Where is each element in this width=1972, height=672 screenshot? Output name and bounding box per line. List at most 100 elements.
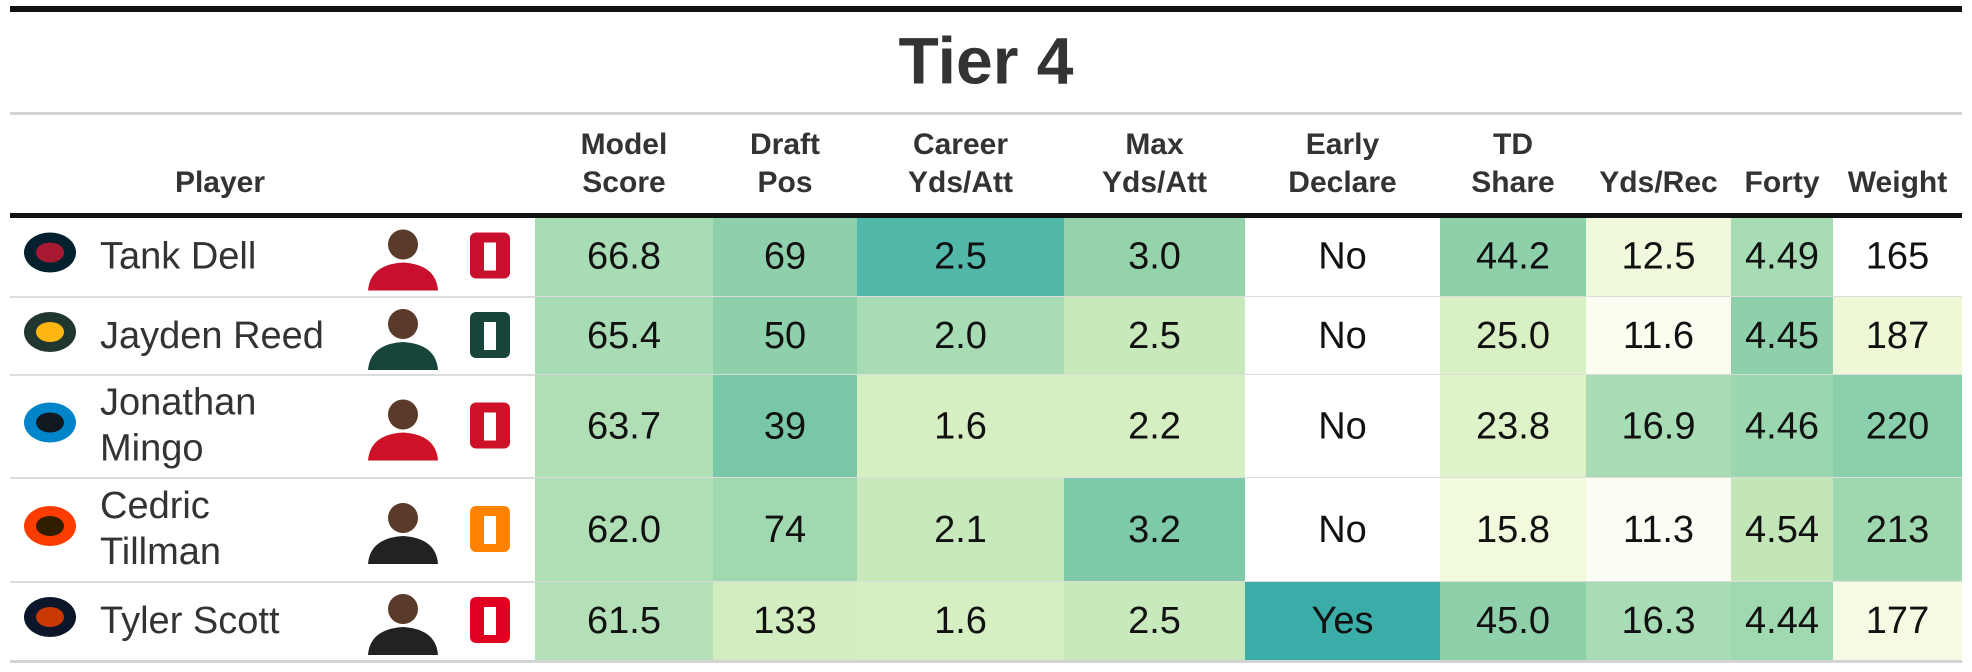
cell-bg	[1064, 582, 1245, 660]
cell-bg	[857, 297, 1064, 375]
team-logo-accent	[36, 412, 64, 433]
player-name: Tyler Scott	[100, 600, 280, 642]
player-name: Jonathan	[100, 382, 256, 424]
player-name: Tillman	[100, 531, 221, 573]
cell-value: 4.45	[1745, 315, 1819, 357]
cell-bg	[1440, 297, 1586, 375]
cell-bg	[1833, 478, 1962, 582]
cell-bg	[857, 582, 1064, 660]
cell-value: 23.8	[1476, 406, 1550, 448]
title: Tier 4	[899, 23, 1074, 97]
cell-value: 4.44	[1745, 600, 1819, 642]
cell-value: 25.0	[1476, 315, 1550, 357]
cell-bg	[713, 582, 857, 660]
cell-bg	[1064, 375, 1245, 478]
cell-bg	[1833, 297, 1962, 375]
cell-value: 66.8	[587, 236, 661, 278]
cell-bg	[1586, 478, 1731, 582]
cell-bg	[535, 375, 713, 478]
column-header: Player	[175, 166, 265, 199]
bottom-rule	[10, 660, 1962, 663]
column-header: Score	[582, 166, 665, 199]
cell-bg	[1731, 297, 1833, 375]
cell-bg	[1440, 582, 1586, 660]
top-rule	[10, 6, 1962, 12]
cell-value: 65.4	[587, 315, 661, 357]
player-name: Mingo	[100, 428, 204, 470]
cell-value: 2.5	[934, 236, 987, 278]
column-header: Early	[1306, 128, 1380, 161]
cell-bg	[1731, 582, 1833, 660]
column-header: Yds/Att	[1102, 166, 1207, 199]
headshot-body	[368, 536, 438, 564]
column-header: Max	[1125, 128, 1184, 161]
column-header: TD	[1493, 128, 1533, 161]
cell-value: 69	[764, 236, 806, 278]
cell-bg	[1245, 478, 1440, 582]
column-header: Weight	[1848, 166, 1947, 199]
player-name: Tank Dell	[100, 236, 256, 278]
cell-value: 3.0	[1128, 236, 1181, 278]
cell-bg	[713, 375, 857, 478]
cell-value: 2.0	[934, 315, 987, 357]
school-logo-mark	[484, 607, 496, 635]
cell-value: 133	[753, 600, 816, 642]
cell-bg	[535, 582, 713, 660]
cell-value: Yes	[1312, 600, 1374, 642]
cell-value: 16.9	[1622, 406, 1696, 448]
headshot-body	[368, 262, 438, 291]
cell-value: 44.2	[1476, 236, 1550, 278]
headshot-head	[388, 399, 418, 430]
cell-value: 3.2	[1128, 509, 1181, 551]
cell-value: 12.5	[1622, 236, 1696, 278]
school-logo-mark	[484, 412, 496, 441]
cell-bg	[1586, 375, 1731, 478]
cell-value: 220	[1866, 406, 1929, 448]
cell-bg	[535, 478, 713, 582]
cell-value: 61.5	[587, 600, 661, 642]
cell-value: 165	[1866, 236, 1929, 278]
school-logo-mark	[484, 242, 496, 271]
cell-value: 213	[1866, 509, 1929, 551]
headshot-head	[388, 229, 418, 260]
cell-bg	[1245, 582, 1440, 660]
headshot-head	[388, 594, 418, 624]
cell-bg	[857, 478, 1064, 582]
cell-bg	[1833, 375, 1962, 478]
cell-bg	[1833, 582, 1962, 660]
cell-value: No	[1318, 406, 1367, 448]
headshot-body	[368, 432, 438, 461]
cell-value: 62.0	[587, 509, 661, 551]
team-logo-accent	[36, 607, 64, 627]
cell-value: 2.1	[934, 509, 987, 551]
cell-value: 177	[1866, 600, 1929, 642]
cell-bg	[1731, 216, 1833, 297]
column-header: Yds/Rec	[1599, 166, 1717, 199]
cell-value: 50	[764, 315, 806, 357]
header-bottom-rule	[10, 213, 1962, 218]
cell-bg	[1586, 297, 1731, 375]
cell-bg	[713, 297, 857, 375]
cell-bg	[1064, 478, 1245, 582]
team-logo-accent	[36, 516, 64, 536]
cell-bg	[1586, 582, 1731, 660]
column-header: Career	[913, 128, 1008, 161]
cell-value: 2.5	[1128, 315, 1181, 357]
headshot-head	[388, 503, 418, 533]
cell-bg	[1833, 216, 1962, 297]
team-logo-accent	[36, 322, 64, 342]
cell-value: 11.3	[1623, 509, 1694, 551]
cell-bg	[1440, 375, 1586, 478]
cell-bg	[1245, 216, 1440, 297]
cell-bg	[713, 216, 857, 297]
cell-value: 1.6	[934, 600, 987, 642]
cell-value: 1.6	[934, 406, 987, 448]
cell-value: No	[1318, 315, 1367, 357]
cell-value: 187	[1866, 315, 1929, 357]
cell-bg	[1440, 478, 1586, 582]
cell-bg	[1731, 375, 1833, 478]
cell-bg	[1440, 216, 1586, 297]
cell-bg	[535, 216, 713, 297]
cell-value: No	[1318, 509, 1367, 551]
cell-value: 39	[764, 406, 806, 448]
